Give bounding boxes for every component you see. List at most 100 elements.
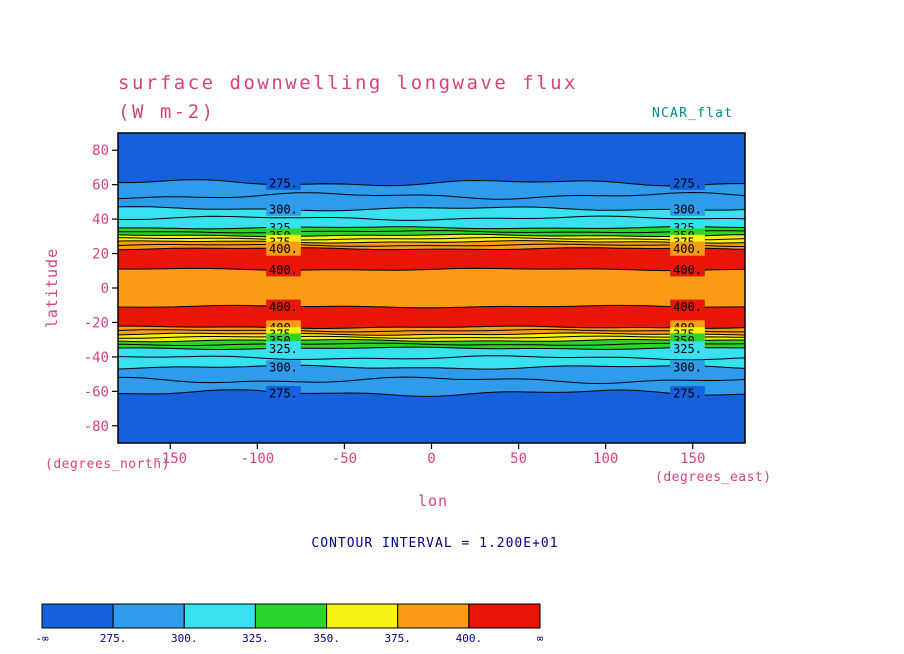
contour-line [117,342,745,346]
y-axis-title: latitude [43,248,61,328]
y-tick-label: -60 [84,384,109,400]
contour-label-bg [670,386,705,401]
colorbar-label: -∞ [35,632,49,645]
colorbar: -∞ 275. 300. 325. 350. 375. 400. ∞ [35,603,544,645]
contour-label-bg [266,201,301,216]
contour-line [117,339,745,343]
contour-line [117,240,746,244]
contour-line [117,206,746,212]
contour-line [117,226,745,230]
contour-line [118,335,746,339]
contour-line [117,243,745,247]
contour-label: 300. [673,202,702,216]
contour-label-bg [266,299,301,314]
colorbar-label: 400. [456,632,483,645]
contour-label-bg [266,262,301,277]
chart-title: surface downwelling longwave flux [118,72,578,94]
contour-line [117,329,745,333]
colorbar-segment-ltblue [112,603,185,629]
contour-band-orange [118,268,745,308]
y-tick-label: 60 [92,178,109,194]
contour-label-bg [670,241,705,256]
y-tick-label: -20 [84,315,109,331]
contour-label: 275. [673,176,702,190]
contour-line [117,267,745,272]
contour-label-bg [670,299,705,314]
x-tick-label: 0 [427,451,435,467]
model-tag: NCAR_flat [652,106,733,121]
contour-line [117,247,746,251]
y-tick-label: -80 [84,419,109,435]
contour-label: 400. [269,300,298,314]
contour-label: 300. [269,361,298,375]
contour-label-bg [266,341,301,356]
contour-label-bg [670,201,705,216]
colorbar-label: 275. [100,632,127,645]
contour-label: 275. [269,176,298,190]
contour-label-bg [266,241,301,256]
y-tick-label: 40 [92,212,109,228]
y-tick-label: 20 [92,247,109,263]
contour-line [117,233,745,238]
contour-label: 400. [673,242,702,256]
colorbar-label: 350. [313,632,340,645]
contour-line [118,376,746,385]
chart-units-subtitle: (W m-2) [118,101,216,123]
contour-label: 400. [673,263,702,277]
contour-line [117,304,745,309]
x-tick-label: 100 [593,451,618,467]
colorbar-segment-red [468,603,541,629]
x-axis-units-note: (degrees_east) [655,470,772,485]
contour-label: 300. [673,361,702,375]
contour-label: 275. [673,387,702,401]
y-tick-label: 80 [92,143,109,159]
y-tick-label: 0 [101,281,109,297]
contour-label-bg [670,360,705,375]
contour-label: 325. [269,342,298,356]
x-tick-label: -150 [153,451,187,467]
contour-label-bg [670,175,705,190]
contour-line [117,355,746,361]
contour-label: 400. [673,300,702,314]
x-tick-label: -100 [240,451,274,467]
contour-label-bg [670,262,705,277]
x-tick-label: -50 [332,451,357,467]
contour-band-blue [118,133,745,186]
contour-band-blue [118,389,745,443]
colorbar-label: ∞ [537,632,544,645]
x-axis-title: lon [418,492,448,510]
contour-label-bg [266,386,301,401]
contour-label: 300. [269,202,298,216]
contour-band-red [118,247,745,271]
colorbar-segment-orange [397,603,470,629]
contour-line [117,325,746,329]
contour-line [117,332,746,336]
contour-line [117,191,746,200]
x-tick-label: 50 [510,451,527,467]
colorbar-segment-blue [41,603,114,629]
x-tick-label: 150 [680,451,705,467]
y-axis-units-note: (degrees_north) [45,457,170,472]
contour-line [117,346,745,350]
contour-line [117,237,746,241]
contour-line [117,364,746,370]
contour-line [117,179,745,187]
contour-line [118,215,746,221]
contour-band-red [118,305,745,329]
contour-label-bg [670,341,705,356]
contour-line [117,389,746,397]
contour-label-bg [266,360,301,375]
contour-label-bg [266,175,301,190]
contour-interval-note: CONTOUR INTERVAL = 1.200E+01 [311,536,558,551]
colorbar-label: 325. [242,632,269,645]
contour-label: 275. [269,387,298,401]
colorbar-segment-yellow [326,603,399,629]
plot-area: 275.275.300.300.325.325.350.350.375.375.… [84,132,746,467]
colorbar-label: 300. [171,632,198,645]
contour-label: 400. [269,263,298,277]
contour-label: 400. [269,242,298,256]
colorbar-label: 375. [384,632,411,645]
colorbar-segment-green [254,603,327,629]
